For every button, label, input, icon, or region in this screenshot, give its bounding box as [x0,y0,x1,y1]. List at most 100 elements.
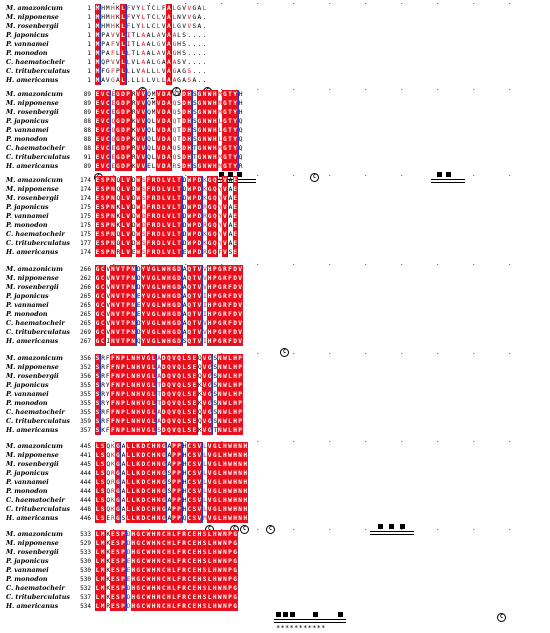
sequence-residues: LM KESP EHGCWHNCHLFRCEHSLHWNPG [95,575,238,584]
sequence-start-position: 266 [80,284,91,291]
species-name: C. haematocheir [6,58,65,66]
alignment-row: P. japonicus 444 LS QRG ALLKDCHNG SPP HCSV LVGL… [0,469,550,478]
sequence-residues: GC VNVTPN EYVGLWHGD AQTV IHPGRFDV [95,310,243,319]
alignment-row: C. trituberculatus 448 LS QKG ALLKDCHNG APP HC… [0,505,550,514]
sequence-start-position: 1 [87,5,91,12]
active-site-square [400,524,405,529]
position-dot: . [112,437,116,444]
sequence-residues: M QPVVL LVLAALGAA ASV.... [95,58,207,67]
species-name: C. trituberculatus [6,593,70,601]
position-dot: . [400,0,404,6]
alignment-row: C. trituberculatus 91 EVC EGDP RVV QLVDA QSDH T… [0,153,550,162]
species-name: M. nipponense [6,185,59,193]
sequence-residues: GC VNVTPN EYVGLWHGD AQTV IHPGRFDV [95,292,243,301]
hemocyanin-signature-stars: *********** [276,624,326,632]
sequence-start-position: 262 [80,275,91,282]
sequence-residues: LM KESP EHGCWHNCHLFRCEHSLHWNPG [95,566,238,575]
active-site-square [276,612,281,617]
sequence-start-position: 441 [80,452,91,459]
sequence-residues: GC VNVTPN DYVGLWHGD AQTV VHPGRFDV [95,274,243,283]
alignment-row: C. trituberculatus 269 GC VNVTPN DYVGLWHGD AQ… [0,328,550,337]
sequence-residues: LM KESP DHGCWHNCHLFRCEHSLHWNPG [95,548,238,557]
alignment-row: C. haematocheir 265 GC VNVTPN DYVGLWHGD AQTV V… [0,319,550,328]
sequence-residues: LM KESP EHGCWHNCHLFRCEHSLHWNPG [95,557,238,566]
species-name: P. monodon [6,310,48,318]
position-dot: . [328,437,332,444]
sequence-start-position: 174 [80,249,91,256]
species-name: P. vannamei [6,390,49,398]
position-dot: . [112,349,116,356]
sequence-residues: S RYFNPLNHVGL TDQVQLSE KVG SNWLHP [95,399,243,408]
sequence-residues: M AVGAL .LLLLVLLA AGASA.. [95,76,207,85]
alignment-row: C. haematocheir 1 M QPVVL LVLAALGAA ASV.... [0,58,550,67]
position-dot: . [112,525,116,532]
species-name: P. japonicus [6,469,49,477]
sequence-start-position: 174 [80,177,91,184]
sequence-residues: EVC EGDP RVV QMVDA QSDH SGNWH MGTY H [95,108,243,117]
sequence-start-position: 1 [87,77,91,84]
sequence-start-position: 174 [80,195,91,202]
position-dot: . [436,525,440,532]
sequence-start-position: 1 [87,41,91,48]
sequence-start-position: 359 [80,418,91,425]
species-name: P. monodon [6,399,48,407]
sequence-start-position: 89 [83,163,91,170]
alignment-block: ............ M. amazonicum 174 ESPN QLV DW SFR… [0,172,550,279]
sequence-residues: ESPN KLV DW DFRDLVLT DWPD RGQ YV AE [95,203,238,212]
alignment-block: ............ M. amazonicum 445 LS QKG ALLKDCH… [0,438,550,545]
sequence-start-position: 444 [80,497,91,504]
alignment-row: P. vannamei 88 EVC QGDP KVV QLVDA QTDH SGNWH LGT… [0,126,550,135]
position-dot: . [472,437,476,444]
cysteine-marker: C [266,525,275,534]
active-site-square [313,612,318,617]
active-site-square [378,524,383,529]
sequence-residues: ESPN QLV DW SFRDLVLT DWPD KGQ YV AE [95,239,238,248]
sequence-residues: M HMHKL FVYLTCLFA LGVVGAL [95,4,207,13]
sequence-residues: GC VNVTPN DYVGLWHGD AQTV VHPGRFDV [95,319,243,328]
sequence-start-position: 355 [80,400,91,407]
species-name: P. monodon [6,135,48,143]
species-name: M. rosenbergii [6,22,59,30]
position-dot: . [220,437,224,444]
cysteine-marker: C [172,87,181,96]
alignment-row: P. vannamei 530 LM KESP EHGCWHNCHLFRCEHSLHWN… [0,566,550,575]
sequence-residues: S RFFNPLNHVGL ADQVQLSE QVG SNWLHP [95,372,243,381]
alignment-row: M. amazonicum 533 LM KESP DHGCWHNCHLFRCEHSLH… [0,530,550,539]
active-site-square [219,172,224,177]
species-name: C. haematocheir [6,496,65,504]
sequence-residues: LS QRG ALLKDCHNG SPP HCSV LVGLHWHNH [95,469,248,478]
position-dot: . [364,171,368,178]
species-name: P. monodon [6,575,48,583]
position-dot: . [148,437,152,444]
sequence-start-position: 445 [80,461,91,468]
sequence-residues: ESPN RLV EW SFRDLVLT EWPD RGQ FV SE [95,248,238,257]
position-dot: . [472,349,476,356]
alignment-block: ............ M. amazonicum 89 EVC EGDP RVV QMV… [0,86,550,193]
sequence-start-position: 1 [87,59,91,66]
species-name: M. amazonicum [6,265,63,273]
species-name: P. vannamei [6,566,49,574]
position-dot: . [148,171,152,178]
alignment-row: M. amazonicum 1 M HMHKL FVYLTCLFA LGVVGAL [0,4,550,13]
alignment-row: H. americanus 89 EVC EGDP KVV ELVDA RSDH SGNWH M… [0,162,550,171]
sequence-start-position: 444 [80,488,91,495]
species-name: P. japonicus [6,292,49,300]
position-dot: . [256,525,260,532]
sequence-residues: S RFFNPLNHVGL ADQVQLSE QVG SNWLHP [95,417,243,426]
sequence-start-position: 533 [80,549,91,556]
alignment-row: P. japonicus 530 LM KESP EHGCWHNCHLFRCEHSLHW… [0,557,550,566]
position-dot: . [292,171,296,178]
species-name: C. trituberculatus [6,153,70,161]
alignment-row: C. haematocheir 444 LS QKG ALLKDCHNG APP HCSV L… [0,496,550,505]
alignment-row: P. japonicus 265 GC VNVTPN EYVGLWHGD AQTV IHPG… [0,292,550,301]
sequence-residues: S RYFNPLNHVGL TDQVQLSE KVG SNWLHP [95,390,243,399]
position-dot: . [184,525,188,532]
sequence-start-position: 265 [80,311,91,318]
sequence-residues: LS ERG SLLKDCHNG APP QCSV MVGLHWHNH [95,514,248,523]
alignment-row: P. japonicus 88 EVC QGDP KVV QLVDA QTDH SGNWH LG… [0,117,550,126]
position-dot: . [184,0,188,6]
position-dot: . [472,171,476,178]
species-name: H. americanus [6,337,59,345]
species-name: P. japonicus [6,203,49,211]
alignment-row: P. vannamei 444 LS QRG ALLKDCHNG SPP HCSV LVGLH… [0,478,550,487]
